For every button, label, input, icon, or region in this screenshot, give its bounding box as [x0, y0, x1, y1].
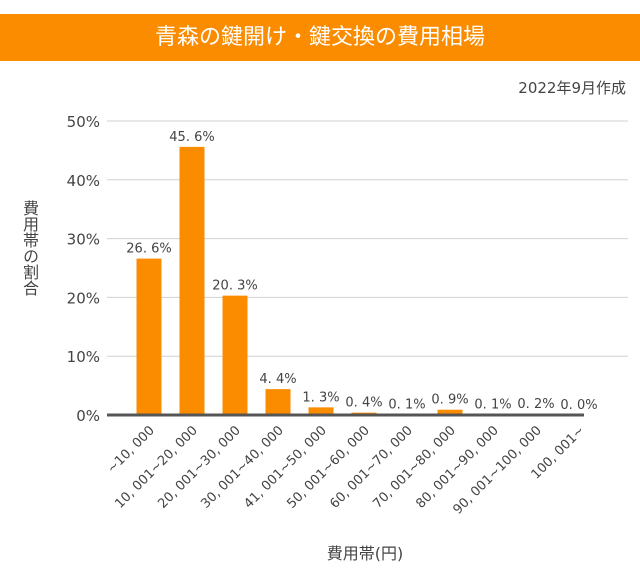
data-label: 0. 1%	[388, 397, 425, 412]
bar	[136, 258, 162, 415]
x-tick-label: 80, 001~90, 000	[413, 423, 501, 511]
bar	[308, 407, 334, 415]
bar	[179, 146, 205, 415]
date-note: 2022年9月作成	[518, 79, 626, 97]
data-label: 0. 1%	[474, 397, 511, 412]
bar	[437, 409, 463, 415]
data-label: 1. 3%	[302, 390, 339, 405]
bar	[222, 295, 248, 415]
y-axis-title: 費用帯の割合	[20, 200, 39, 296]
bar	[265, 389, 291, 415]
y-tick-label: 20%	[67, 289, 100, 307]
x-tick-label: 50, 001~60, 000	[284, 423, 372, 511]
x-axis-title: 費用帯(円)	[326, 544, 404, 563]
y-tick-label: 0%	[76, 407, 100, 425]
x-tick-label: 30, 001~40, 000	[198, 423, 286, 511]
x-tick-label: 10, 001~20, 000	[112, 423, 200, 511]
data-label: 0. 0%	[560, 398, 597, 413]
y-tick-label: 30%	[67, 231, 100, 249]
data-label: 20. 3%	[212, 279, 257, 294]
data-label: 0. 4%	[345, 396, 382, 411]
data-label: 4. 4%	[259, 372, 296, 387]
x-tick-label: 60, 001~70, 000	[327, 423, 415, 511]
chart-title: 青森の鍵開け・鍵交換の費用相場	[0, 14, 640, 61]
y-tick-label: 40%	[67, 172, 100, 190]
data-label: 0. 9%	[431, 393, 468, 408]
data-label: 26. 6%	[126, 242, 171, 257]
x-tick-label: 41, 001~50, 000	[241, 423, 329, 511]
data-label: 45. 6%	[169, 130, 214, 145]
data-label: 0. 2%	[517, 397, 554, 412]
x-tick-label: 20, 001~30, 000	[155, 423, 243, 511]
y-tick-label: 10%	[67, 348, 100, 366]
x-tick-label: 70, 001~80, 000	[370, 423, 458, 511]
y-tick-label: 50%	[67, 113, 100, 131]
